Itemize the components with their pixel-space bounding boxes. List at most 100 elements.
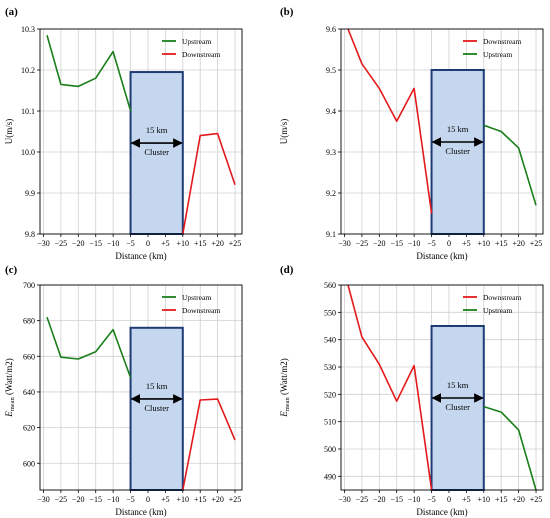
x-tick-label: −25 — [55, 239, 68, 248]
x-tick-label: +10 — [478, 239, 491, 248]
x-axis-label: Distance (km) — [416, 251, 467, 261]
legend-label: Downstream — [182, 306, 220, 315]
x-tick-label: +10 — [177, 239, 190, 248]
x-tick-label: −15 — [390, 495, 403, 504]
x-tick-label: +25 — [530, 239, 543, 248]
x-tick-label: −5 — [126, 495, 135, 504]
y-tick-label: 560 — [324, 281, 336, 290]
chart-panel-1: (a) −30 −25 −20 −15 −10 −5 0 +5 +10 +15 +20 +25 9.8 9.… — [4, 6, 243, 261]
x-axis-label: Distance (km) — [416, 507, 467, 517]
cluster-label: Cluster — [144, 147, 169, 157]
legend-label: Downstream — [483, 37, 521, 46]
plot-frame — [340, 28, 544, 235]
x-tick-label: +20 — [211, 239, 224, 248]
cluster-label: Cluster — [144, 403, 169, 413]
x-tick-label: −10 — [408, 239, 421, 248]
y-tick-label: 10.1 — [21, 107, 35, 116]
y-tick-label: 500 — [324, 445, 336, 454]
y-tick-label: 9.5 — [326, 66, 336, 75]
y-tick-label: 550 — [324, 308, 336, 317]
y-tick-label: 540 — [324, 336, 336, 345]
x-tick-label: −30 — [338, 495, 351, 504]
cluster-label: Cluster — [445, 402, 470, 412]
x-tick-label: −20 — [72, 239, 85, 248]
x-tick-label: +5 — [161, 239, 170, 248]
x-tick-label: −20 — [72, 495, 85, 504]
y-tick-label: 600 — [23, 459, 35, 468]
x-tick-label: −20 — [373, 495, 386, 504]
x-tick-label: −30 — [37, 239, 50, 248]
x-tick-label: 0 — [447, 239, 451, 248]
legend-label: Upstream — [483, 306, 512, 315]
y-tick-label: 640 — [23, 388, 35, 397]
series-line-upstream — [483, 405, 537, 491]
y-tick-label: 520 — [324, 390, 336, 399]
y-tick-label: 660 — [23, 352, 35, 361]
panel-label: (a) — [5, 6, 18, 18]
x-tick-label: −5 — [126, 239, 135, 248]
series-line-downstream — [182, 398, 236, 491]
x-tick-label: −5 — [427, 495, 436, 504]
x-tick-label: +15 — [495, 239, 508, 248]
y-tick-label: 9.4 — [326, 107, 336, 116]
x-tick-label: 0 — [146, 495, 150, 504]
y-tick-label: 9.9 — [25, 189, 35, 198]
legend-label: Upstream — [483, 50, 512, 59]
y-tick-label: 620 — [23, 424, 35, 433]
y-axis-label: Emean (Watt/m2) — [279, 358, 291, 418]
series-line-upstream — [46, 316, 132, 378]
y-tick-label: 9.3 — [326, 148, 336, 157]
x-tick-label: −5 — [427, 239, 436, 248]
x-tick-label: −30 — [37, 495, 50, 504]
x-tick-label: +15 — [194, 495, 207, 504]
legend: Upstream Downstream — [162, 37, 220, 59]
plot-frame — [39, 28, 243, 235]
cluster-region — [430, 325, 485, 491]
y-tick-label: 10.0 — [21, 148, 35, 157]
x-tick-label: −10 — [107, 239, 120, 248]
x-tick-label: +25 — [229, 239, 242, 248]
y-tick-label: 490 — [324, 472, 336, 481]
x-tick-label: +25 — [530, 495, 543, 504]
cluster-label: Cluster — [445, 146, 470, 156]
legend: Upstream Downstream — [162, 293, 220, 315]
x-tick-label: +15 — [194, 239, 207, 248]
y-tick-label: 9.2 — [326, 189, 336, 198]
series-line-downstream — [347, 28, 433, 214]
legend-label: Upstream — [182, 37, 211, 46]
x-tick-label: −15 — [89, 495, 102, 504]
cluster-region — [430, 69, 485, 235]
y-tick-label: 700 — [23, 281, 35, 290]
x-tick-label: −10 — [107, 495, 120, 504]
cluster-region — [129, 71, 184, 235]
x-tick-label: −25 — [356, 239, 369, 248]
cluster-width-label: 15 km — [146, 125, 168, 135]
y-tick-label: 680 — [23, 317, 35, 326]
y-tick-label: 9.1 — [326, 230, 336, 239]
y-axis-label: U(m/s) — [279, 119, 289, 145]
legend: Downstream Upstream — [463, 37, 521, 59]
y-tick-label: 9.6 — [326, 25, 336, 34]
x-tick-label: +5 — [462, 495, 471, 504]
plot-frame — [39, 284, 243, 491]
x-tick-label: +25 — [229, 495, 242, 504]
x-tick-label: +20 — [512, 239, 525, 248]
x-tick-label: −25 — [55, 495, 68, 504]
x-tick-label: +5 — [462, 239, 471, 248]
cluster-width-label: 15 km — [447, 124, 469, 134]
x-tick-label: −30 — [338, 239, 351, 248]
y-tick-label: 10.3 — [21, 25, 35, 34]
y-tick-label: 530 — [324, 363, 336, 372]
legend: Downstream Upstream — [463, 293, 521, 315]
x-tick-label: +10 — [478, 495, 491, 504]
y-axis-label: Emean (Watt/m2) — [4, 358, 16, 418]
panel-label: (c) — [5, 264, 18, 276]
cluster-width-label: 15 km — [447, 380, 469, 390]
series-line-upstream — [46, 34, 132, 112]
x-tick-label: −15 — [390, 239, 403, 248]
y-tick-label: 510 — [324, 418, 336, 427]
chart-panel-3: (c) −30 −25 −20 −15 −10 −5 0 +5 +10 +15 +20 +25 600 62… — [4, 264, 243, 517]
x-tick-label: −15 — [89, 239, 102, 248]
y-tick-label: 10.2 — [21, 66, 35, 75]
